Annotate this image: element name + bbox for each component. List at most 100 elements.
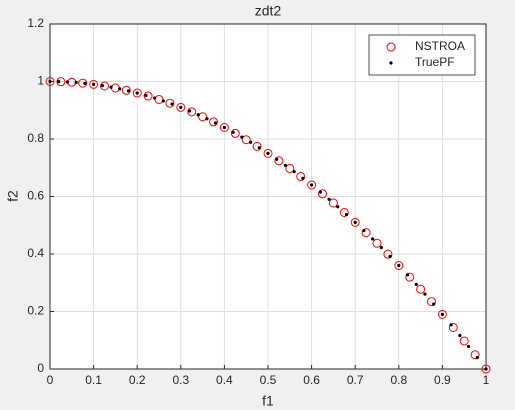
marker-dot [48, 79, 52, 84]
y-tick-label: 0.8 [27, 131, 44, 145]
marker-circle [45, 77, 55, 86]
legend-box [368, 34, 476, 76]
marker-dot [205, 117, 209, 121]
marker-circle [89, 79, 99, 89]
marker-circle [209, 117, 218, 127]
marker-dot [266, 151, 270, 155]
marker-dot [414, 282, 418, 286]
marker-dot [379, 245, 383, 250]
legend-label: TruePF [415, 55, 455, 69]
marker-circle [241, 135, 251, 145]
marker-dot [423, 292, 427, 296]
marker-dot [126, 89, 131, 93]
marker-circle [318, 189, 327, 199]
marker-circle [274, 156, 284, 166]
marker-circle [219, 123, 229, 132]
marker-circle [339, 207, 349, 217]
marker-circle [427, 297, 436, 307]
marker-dot [301, 176, 305, 180]
marker-dot [353, 220, 357, 224]
marker-dot [440, 312, 444, 316]
y-tick-label: 0.2 [27, 304, 44, 318]
marker-dot [214, 121, 218, 125]
marker-circle [198, 112, 208, 122]
marker-dot [292, 170, 296, 174]
marker-circle [285, 163, 295, 173]
marker-dot [248, 140, 253, 144]
marker-dot [109, 85, 113, 89]
marker-dot [231, 130, 235, 134]
marker-circle [78, 78, 88, 88]
x-tick-label: 0 [47, 373, 54, 387]
x-tick-label: 0.9 [434, 373, 451, 387]
marker-circle [437, 309, 447, 319]
marker-dot [466, 344, 471, 349]
marker-dot [336, 205, 340, 209]
y-tick-label: 1 [37, 74, 44, 88]
marker-dot [405, 273, 410, 277]
marker-dot [153, 96, 157, 100]
x-tick-label: 0.1 [85, 373, 102, 387]
marker-circle [100, 81, 109, 91]
marker-dot [371, 237, 375, 241]
marker-circle [187, 107, 197, 117]
marker-circle [481, 364, 491, 374]
marker-dot [475, 356, 479, 360]
marker-circle [132, 88, 142, 98]
marker-circle [470, 350, 480, 360]
marker-circle [56, 77, 66, 87]
marker-dot [388, 254, 392, 259]
y-tick-label: 0.6 [27, 189, 44, 203]
marker-circle [361, 228, 371, 238]
marker-dot [240, 135, 244, 139]
marker-dot [283, 163, 288, 167]
x-tick-label: 0.2 [129, 373, 146, 387]
marker-dot [100, 84, 104, 88]
marker-dot [449, 323, 453, 327]
marker-dot [170, 102, 174, 106]
marker-dot [257, 146, 261, 150]
marker-dot [83, 81, 87, 85]
marker-dot [318, 190, 322, 194]
marker-circle [416, 284, 426, 294]
marker-dot [74, 80, 78, 85]
x-tick-label: 0.7 [347, 373, 364, 387]
marker-dot [310, 183, 314, 187]
x-tick-label: 0.5 [260, 373, 277, 387]
marker-circle [383, 249, 393, 259]
x-tick-label: 1 [483, 373, 490, 387]
x-tick-label: 0.8 [390, 373, 407, 387]
marker-dot [196, 113, 200, 117]
marker-circle [165, 98, 175, 108]
chart-title: zdt2 [255, 3, 282, 19]
marker-dot [161, 99, 165, 103]
marker-circle [372, 238, 382, 248]
marker-dot [135, 91, 139, 95]
marker-dot [432, 302, 436, 306]
marker-circle [448, 322, 458, 332]
marker-dot [484, 367, 488, 371]
marker-dot [397, 263, 401, 268]
marker-dot [179, 105, 183, 109]
y-tick-label: 0 [37, 361, 44, 375]
marker-circle [394, 261, 404, 270]
marker-dot [187, 109, 192, 113]
x-tick-label: 0.6 [303, 373, 320, 387]
marker-circle [328, 198, 338, 208]
marker-dot [327, 197, 331, 201]
marker-circle [459, 336, 469, 346]
marker-dot [118, 87, 122, 91]
legend-label: NSTROA [415, 39, 465, 53]
marker-circle [296, 172, 306, 182]
marker-circle [176, 102, 186, 112]
y-tick-label: 1.2 [27, 16, 44, 30]
marker-circle [307, 180, 317, 190]
y-axis-label: f2 [5, 190, 21, 202]
x-axis-label: f1 [262, 393, 274, 409]
y-tick-label: 0.4 [27, 246, 44, 260]
marker-circle [143, 91, 153, 101]
marker-circle [121, 85, 131, 95]
marker-dot [362, 228, 366, 233]
marker-dot [57, 80, 61, 84]
